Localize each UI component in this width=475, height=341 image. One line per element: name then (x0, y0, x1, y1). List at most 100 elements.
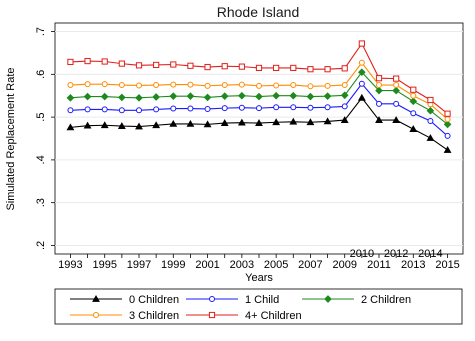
data-point (392, 86, 400, 95)
data-point (340, 116, 349, 123)
data-point (203, 93, 212, 102)
data-point (426, 106, 435, 115)
data-point (393, 82, 400, 89)
x-tick-label: 2014 (418, 248, 442, 260)
data-point (324, 104, 331, 111)
data-point (135, 122, 143, 130)
data-point (135, 62, 143, 69)
data-point (135, 94, 143, 102)
data-point (290, 104, 297, 111)
data-point (272, 118, 281, 126)
data-point (375, 116, 383, 123)
data-point (100, 121, 109, 129)
data-point (152, 121, 161, 129)
data-point (255, 119, 263, 126)
data-point (410, 86, 417, 93)
legend-label: 2 Children (361, 294, 411, 306)
data-point (393, 100, 400, 107)
x-tick-label: 2005 (264, 259, 288, 271)
data-point (100, 92, 109, 101)
data-point (426, 134, 435, 141)
legend-marker (324, 295, 332, 303)
data-point (67, 107, 74, 114)
data-point (324, 82, 331, 89)
data-point (444, 110, 451, 117)
data-point (203, 120, 212, 128)
data-point (84, 81, 91, 88)
data-point (358, 59, 365, 66)
data-point (238, 104, 245, 111)
data-point (101, 106, 108, 113)
data-point (187, 62, 194, 69)
data-point (307, 66, 314, 73)
data-point (204, 82, 211, 89)
y-tick-label: .2 (35, 241, 47, 250)
data-point (289, 117, 298, 125)
data-point (444, 116, 451, 123)
data-point (427, 117, 434, 124)
data-point (444, 132, 451, 139)
data-point (341, 65, 348, 72)
data-point (118, 107, 125, 114)
data-point (273, 104, 280, 111)
data-point (273, 64, 280, 72)
y-tick-label: .6 (35, 70, 47, 79)
x-tick-label: 1995 (92, 259, 116, 271)
data-point (101, 81, 108, 88)
data-point (306, 92, 315, 101)
x-tick-label: 2013 (401, 259, 425, 271)
y-tick-label: .3 (35, 198, 47, 207)
data-point (118, 60, 125, 67)
legend-label: 0 Children (129, 294, 179, 306)
data-point (220, 92, 229, 100)
data-point (221, 63, 228, 70)
y-tick-label: .4 (35, 155, 47, 164)
data-point (221, 105, 228, 112)
data-point (427, 96, 434, 104)
data-point (170, 81, 177, 88)
data-point (358, 68, 366, 77)
data-point (376, 100, 382, 107)
data-point (238, 81, 245, 88)
data-point (238, 63, 245, 70)
data-point (290, 64, 297, 72)
grid (55, 31, 463, 246)
data-point (255, 64, 263, 72)
chart-title: Rhode Island (217, 4, 300, 20)
series-group (66, 40, 452, 153)
data-point (117, 122, 126, 129)
data-point (238, 91, 246, 100)
data-point (375, 86, 383, 95)
legend-marker (93, 312, 99, 318)
data-point (393, 75, 400, 82)
data-point (410, 92, 417, 99)
axes: .2 .3 .4 .5 .6 .7 1993 1995 1997 1999 2001 2003 2005… (35, 27, 460, 271)
data-point (220, 119, 229, 126)
data-point (186, 119, 195, 127)
x-tick-label: 1999 (161, 259, 185, 271)
x-tick-label: 2011 (367, 259, 391, 271)
data-point (204, 105, 211, 112)
data-point (136, 107, 142, 114)
data-point (443, 146, 452, 153)
data-point (273, 82, 280, 89)
data-point (358, 80, 365, 87)
data-point (323, 92, 332, 100)
data-point (340, 91, 349, 100)
x-tick-label: 2010 (350, 248, 374, 260)
x-tick-label: 2009 (332, 259, 356, 271)
legend-marker (92, 294, 100, 302)
data-point (324, 66, 331, 73)
data-point (187, 105, 194, 112)
data-point (307, 104, 314, 111)
data-point (237, 118, 246, 126)
data-point (101, 58, 108, 65)
data-point (289, 91, 298, 100)
data-point (204, 63, 211, 71)
data-point (272, 91, 280, 100)
x-tick-label: 2003 (230, 259, 254, 271)
data-point (66, 123, 75, 131)
legend-marker (209, 296, 215, 302)
data-point (256, 105, 262, 112)
